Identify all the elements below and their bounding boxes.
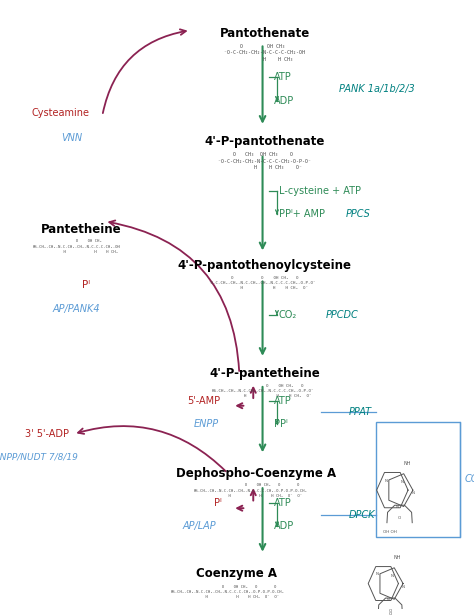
Text: Pᴵ: Pᴵ bbox=[214, 498, 222, 509]
Text: Dephospho-Coenzyme A: Dephospho-Coenzyme A bbox=[175, 467, 336, 480]
Text: N: N bbox=[376, 573, 379, 576]
Text: Pantetheine: Pantetheine bbox=[41, 223, 122, 236]
Text: O    OH CH₃
HS-CH₂-CH₂-N-C-CH₂-CH₂-N-C-C-C-CH₂-OH
            H            H    : O OH CH₃ HS-CH₂-CH₂-N-C-CH₂-CH₂-N-C-C-C-… bbox=[33, 239, 121, 254]
Text: N: N bbox=[386, 598, 390, 602]
Text: PANK 1a/1b/2/3: PANK 1a/1b/2/3 bbox=[339, 84, 415, 94]
Text: O    OH CH₃   O       O
HS-CH₂-CH₂-N-C-CH₂-CH₂-N-C-C-C-CH₂-O-P-O-P-O-CH₂
       : O OH CH₃ O O HS-CH₂-CH₂-N-C-CH₂-CH₂-N-C-… bbox=[194, 483, 308, 498]
Text: DPCK: DPCK bbox=[348, 510, 375, 520]
Text: ENPP/NUDT 7/8/19: ENPP/NUDT 7/8/19 bbox=[0, 453, 78, 461]
Text: O    OH CH₃   O
HS-CH₂-CH₂-N-C-CH₂-CH₂-N-C-C-C-CH₂-O-P-O⁻
            H         : O OH CH₃ O HS-CH₂-CH₂-N-C-CH₂-CH₂-N-C-C-… bbox=[211, 384, 314, 399]
Text: 5'-AMP: 5'-AMP bbox=[188, 396, 221, 406]
Text: O           O    OH CH₃   O
⁻O-C-CH₂-CH₂-N-C-CH₂-CH₂-N-C-C-C-CH₂-O-P-O⁻
        : O O OH CH₃ O ⁻O-C-CH₂-CH₂-N-C-CH₂-CH₂-N-… bbox=[209, 276, 316, 290]
Text: AP/LAP: AP/LAP bbox=[182, 522, 216, 531]
Text: COASY: COASY bbox=[465, 474, 474, 484]
Text: O    OH CH₃   O       O
HS-CH₂-CH₂-N-C-CH₂-CH₂-N-C-C-C-CH₂-O-P-O-P-O-CH₂
       : O OH CH₃ O O HS-CH₂-CH₂-N-C-CH₂-CH₂-N-C-… bbox=[171, 585, 285, 599]
Text: N: N bbox=[401, 480, 403, 484]
Text: ENPP: ENPP bbox=[194, 419, 219, 429]
Text: Pantothenate: Pantothenate bbox=[220, 27, 310, 40]
Text: L-cysteine + ATP: L-cysteine + ATP bbox=[279, 186, 361, 196]
Text: N: N bbox=[401, 584, 405, 589]
Text: O        OH CH₃
 ⁻O-C-CH₂-CH₂-N-C-C-C-CH₂-OH
          H    H CH₃: O OH CH₃ ⁻O-C-CH₂-CH₂-N-C-C-C-CH₂-OH H H… bbox=[220, 44, 305, 62]
Text: 3' 5'-ADP: 3' 5'-ADP bbox=[25, 429, 69, 439]
Text: ADP: ADP bbox=[274, 522, 294, 531]
Text: 4'-P-pantothenate: 4'-P-pantothenate bbox=[205, 135, 325, 148]
Text: O   CH₃  OH CH₃    O
 ⁻O-C-CH₂-CH₂-N-C-C-C-CH₂-O-P-O⁻
          H    H CH₃    O⁻: O CH₃ OH CH₃ O ⁻O-C-CH₂-CH₂-N-C-C-C-CH₂-… bbox=[215, 152, 310, 170]
Text: N: N bbox=[411, 491, 414, 495]
Text: ATP: ATP bbox=[274, 73, 292, 82]
Text: VNN: VNN bbox=[62, 133, 82, 143]
Text: NH: NH bbox=[393, 555, 401, 560]
Text: PPᴵ: PPᴵ bbox=[274, 419, 288, 429]
Text: PPCS: PPCS bbox=[346, 209, 371, 219]
Text: N: N bbox=[391, 574, 394, 578]
Text: O: O bbox=[398, 517, 401, 520]
Text: NH: NH bbox=[403, 461, 410, 466]
Text: PPCDC: PPCDC bbox=[325, 310, 358, 320]
Text: Coenzyme A: Coenzyme A bbox=[197, 568, 277, 581]
Text: ATP: ATP bbox=[274, 396, 292, 406]
Text: ATP: ATP bbox=[274, 498, 292, 509]
Text: CO₂: CO₂ bbox=[279, 310, 297, 320]
Text: Pᴵ: Pᴵ bbox=[82, 280, 90, 290]
Text: 4'-P-pantothenoylcysteine: 4'-P-pantothenoylcysteine bbox=[178, 259, 352, 272]
Text: O
|
O-P-O
   |
   O: O | O-P-O | O bbox=[384, 612, 396, 615]
Text: PPᴵ+ AMP: PPᴵ+ AMP bbox=[279, 209, 325, 219]
Text: 4'-P-pantetheine: 4'-P-pantetheine bbox=[210, 367, 320, 380]
Text: ADP: ADP bbox=[274, 96, 294, 106]
Text: N: N bbox=[385, 478, 388, 483]
Text: AP/PANK4: AP/PANK4 bbox=[53, 304, 100, 314]
Text: Cysteamine: Cysteamine bbox=[31, 108, 90, 118]
Text: O: O bbox=[389, 609, 392, 613]
Text: N: N bbox=[396, 506, 399, 509]
Text: PPAT: PPAT bbox=[348, 407, 372, 418]
Text: OH OH: OH OH bbox=[383, 530, 397, 534]
